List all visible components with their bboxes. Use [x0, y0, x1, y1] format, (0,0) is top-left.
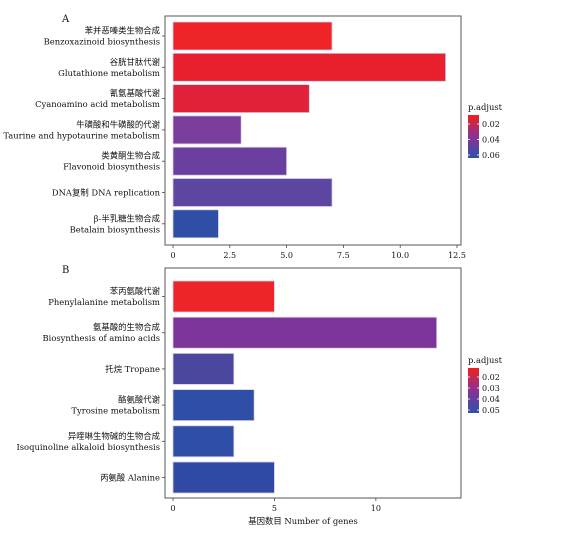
y-tick-label: Benzoxazinoid biosynthesis	[44, 37, 160, 47]
x-tick-label: 0	[170, 251, 175, 260]
legend-tick-label: 0.02	[482, 373, 500, 382]
bar	[172, 425, 235, 458]
bar	[172, 84, 310, 113]
bar	[172, 209, 219, 239]
y-tick-label: Taurine and hypotaurine metabolism	[3, 130, 160, 140]
legend-colorbar	[468, 115, 479, 158]
legend-tick-label: 0.03	[482, 384, 500, 393]
legend-title: p.adjust	[468, 102, 503, 112]
y-tick-label: 氰氨基酸代谢	[110, 88, 161, 98]
x-tick-label: 5.0	[280, 251, 293, 260]
x-tick-label: 0	[170, 504, 175, 513]
bar	[172, 178, 333, 207]
y-tick-label: 丙氨酸 Alanine	[100, 473, 160, 483]
legend-tick-label: 0.04	[482, 136, 500, 145]
x-tick-label: 2.5	[223, 251, 236, 260]
x-tick-label: 10.0	[391, 251, 409, 260]
y-tick-label: Cyanoamino acid metabolism	[35, 99, 160, 109]
y-tick-label: Isoquinoline alkaloid biosynthesis	[16, 442, 160, 452]
legend-colorbar	[468, 368, 479, 413]
y-tick-label: Flavonoid biosynthesis	[63, 162, 160, 172]
y-tick-label: 谷胱甘肽代谢	[110, 57, 161, 67]
bar	[172, 115, 242, 145]
y-tick-label: Glutathione metabolism	[58, 68, 160, 78]
y-tick-label: 异喹啉生物碱的生物合成	[68, 431, 161, 441]
y-tick-label: Tyrosine metabolism	[71, 406, 160, 416]
bar	[172, 352, 235, 385]
y-tick-label: Phenylalanine metabolism	[48, 297, 160, 307]
y-tick-label: 苯丙氨酸代谢	[110, 286, 161, 296]
bar	[172, 280, 275, 313]
bar	[172, 146, 287, 176]
bar	[172, 21, 333, 51]
legend-tick-label: 0.04	[482, 395, 500, 404]
bar	[172, 461, 275, 494]
y-tick-label: Betalain biosynthesis	[70, 224, 160, 234]
y-tick-label: 酪氨酸代谢	[118, 395, 160, 405]
bar	[172, 389, 255, 422]
x-tick-label: 12.5	[448, 251, 466, 260]
y-tick-label: 氨基酸的生物合成	[93, 322, 161, 332]
y-tick-label: 苯并恶嗪类生物合成	[85, 26, 161, 36]
y-tick-label: 牛磺酸和牛磺酸的代谢	[76, 119, 160, 129]
bar	[172, 316, 438, 349]
x-tick-label: 5	[272, 504, 277, 513]
legend-title: p.adjust	[468, 355, 503, 365]
y-tick-label: DNA复制 DNA replication	[52, 188, 161, 198]
x-tick-label: 10	[371, 504, 381, 513]
legend-tick-label: 0.06	[482, 151, 500, 160]
panel-label: B	[62, 265, 69, 276]
x-axis-label: 基因数目 Number of genes	[248, 516, 358, 526]
y-tick-label: Biosynthesis of amino acids	[43, 333, 161, 343]
legend-tick-label: 0.05	[482, 406, 500, 415]
legend-tick-label: 0.02	[482, 120, 500, 129]
x-tick-label: 7.5	[337, 251, 350, 260]
bar	[172, 52, 447, 82]
y-tick-label: β-半乳糖生物合成	[94, 213, 161, 223]
y-tick-label: 托烷 Tropane	[105, 364, 160, 374]
panel-label: A	[61, 14, 70, 25]
y-tick-label: 类黄酮生物合成	[101, 151, 160, 161]
